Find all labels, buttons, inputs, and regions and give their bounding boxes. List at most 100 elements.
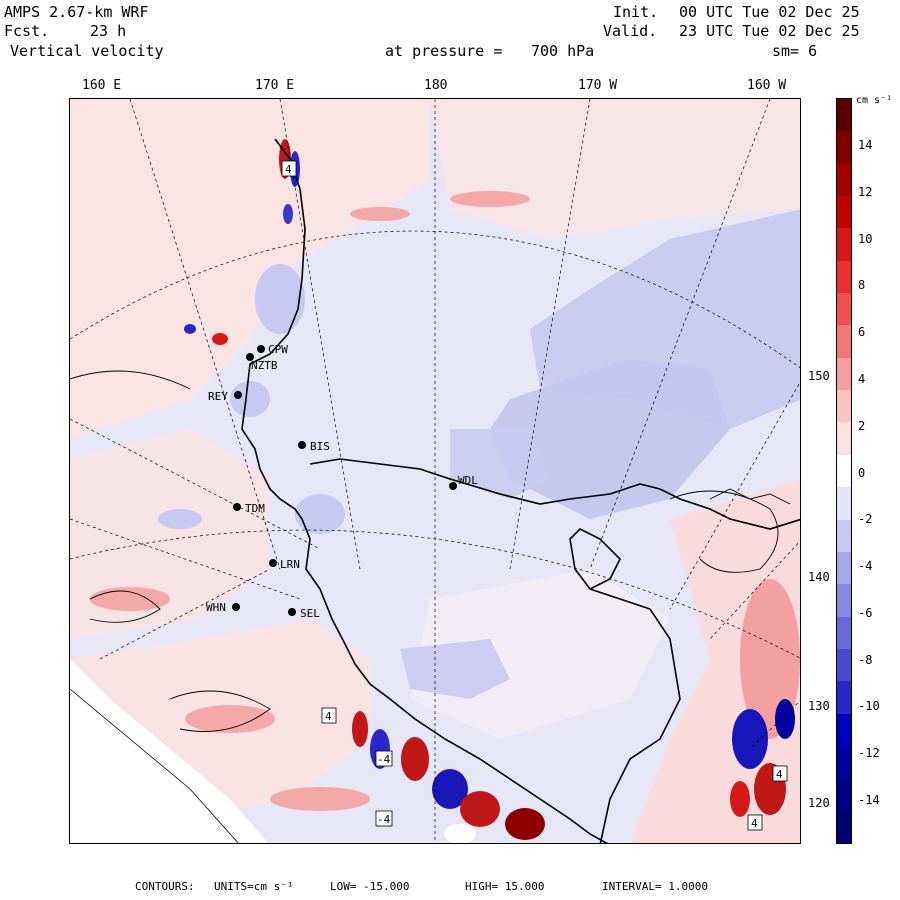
lon-label-160w: 160 W	[747, 78, 787, 93]
updraft-streak	[90, 587, 170, 611]
colorbar-segment	[837, 584, 851, 618]
colorbar-tick-label: -6	[858, 605, 873, 620]
colorbar-tick-label: -10	[858, 699, 880, 714]
colorbar-tick-label: 6	[858, 325, 866, 340]
contour-interval: INTERVAL= 1.0000	[602, 880, 708, 893]
colorbar-segment	[837, 99, 851, 132]
lon-label-170w: 170 W	[578, 78, 618, 93]
valid-time: 23 UTC Tue 02 Dec 25	[679, 22, 860, 40]
colorbar-segment	[837, 131, 851, 165]
colorbar-segment	[837, 810, 851, 844]
extremum-label: 4	[776, 768, 783, 781]
station-label-whn: WHN	[206, 601, 226, 614]
contour-lines	[70, 370, 791, 732]
colorbar-segment	[837, 713, 851, 747]
field-name: Vertical velocity	[10, 42, 164, 60]
vertical-velocity-map: CPW NZTB REY BIS WDL TDM LRN WHN SEL 4 4…	[70, 99, 800, 843]
extremum-label: 4	[285, 163, 292, 176]
init-label: Init.	[613, 3, 659, 21]
colorbar-tick-label: 8	[858, 278, 866, 293]
colorbar-tick-label: -4	[858, 559, 873, 574]
pink-region	[70, 429, 270, 639]
station-dot-bis	[298, 441, 306, 449]
subsidence-region	[158, 509, 202, 529]
subsidence-region	[255, 264, 305, 334]
subsidence-region	[295, 494, 345, 534]
colorbar-tick-label: -8	[858, 652, 873, 667]
contour-line	[70, 688, 239, 843]
contours-label: CONTOURS:	[135, 880, 195, 893]
extrema-markers: 4 4 -4 -4 4 4	[281, 160, 788, 831]
colorbar-segment	[837, 196, 851, 229]
colorbar-segment	[837, 260, 851, 294]
station-label-lrn: LRN	[280, 558, 300, 571]
colorbar-segment	[837, 390, 851, 423]
updraft-streak	[185, 705, 275, 733]
updraft-streak	[350, 207, 410, 221]
colorbar-segment	[837, 228, 851, 262]
colorbar-segment	[837, 293, 851, 326]
station-dot-nztb	[246, 353, 254, 361]
colorbar-segment	[837, 681, 851, 715]
pink-region	[70, 99, 430, 439]
updraft-streak	[270, 787, 370, 811]
colorbar-segment	[837, 519, 851, 553]
extremum-label: 4	[325, 710, 332, 723]
contour-units: UNITS=cm s⁻¹	[214, 880, 294, 893]
station-label-bis: BIS	[310, 440, 330, 453]
pressure-label: at pressure =	[385, 42, 503, 60]
lon-label-170e: 170 E	[255, 78, 295, 93]
colorbar-tick-label: -2	[858, 512, 873, 527]
extremum-label: 4	[751, 817, 758, 830]
map-panel: CPW NZTB REY BIS WDL TDM LRN WHN SEL 4 4…	[69, 98, 801, 844]
contour-high: HIGH= 15.000	[465, 880, 545, 893]
pressure-value: 700 hPa	[531, 42, 595, 60]
station-dot-rey	[234, 391, 242, 399]
station-label-sel: SEL	[300, 607, 320, 620]
colorbar-segment	[837, 778, 851, 812]
colorbar-segment	[837, 325, 851, 359]
colorbar-segment	[837, 616, 851, 650]
pink-region	[430, 99, 800, 239]
station-dot-whn	[232, 603, 240, 611]
station-dot-wdl	[449, 482, 457, 490]
colorbar-tick-label: 2	[858, 418, 866, 433]
station-markers	[232, 345, 457, 616]
colorbar-segment	[837, 357, 851, 391]
subsidence-region	[450, 429, 550, 499]
colorbar-segment	[837, 551, 851, 585]
forecast-hour: 23 h	[90, 22, 127, 40]
colorbar-tick-label: 12	[858, 184, 873, 199]
colorbar-tick-label: -14	[858, 793, 880, 807]
colorbar-segment	[837, 163, 851, 197]
model-title: AMPS 2.67-km WRF	[4, 3, 149, 21]
no-data-area	[70, 659, 269, 843]
lon-label-160e: 160 E	[82, 78, 122, 93]
colorbar-tick-label: 0	[858, 465, 866, 480]
extremum-label: -4	[377, 813, 391, 826]
smoothing-value: sm= 6	[772, 42, 818, 60]
contour-low: LOW= -15.000	[330, 880, 410, 893]
forecast-label: Fcst.	[4, 22, 50, 40]
colorbar-segment	[837, 648, 851, 682]
station-label-wdl: WDL	[458, 474, 478, 487]
station-label-nztb: NZTB	[251, 359, 278, 372]
colorbar-tick-label: 14	[858, 138, 873, 152]
colorbar-segment	[837, 745, 851, 779]
updraft-streak	[450, 191, 530, 207]
graticule	[70, 99, 800, 843]
station-label-cpw: CPW	[268, 343, 288, 356]
lon-label-180: 180	[424, 78, 448, 93]
colorbar-segment	[837, 422, 851, 456]
colorbar-segment	[837, 454, 851, 488]
station-label-rey: REY	[208, 390, 228, 403]
station-dot-tdm	[233, 503, 241, 511]
colorbar-unit: cm s⁻¹	[856, 95, 893, 106]
coastline	[241, 138, 800, 843]
init-time: 00 UTC Tue 02 Dec 25	[679, 3, 860, 21]
valid-label: Valid.	[603, 22, 658, 40]
station-dot-sel	[288, 608, 296, 616]
station-label-tdm: TDM	[245, 502, 265, 515]
subsidence-region	[230, 381, 270, 417]
station-dot-lrn	[269, 559, 277, 567]
